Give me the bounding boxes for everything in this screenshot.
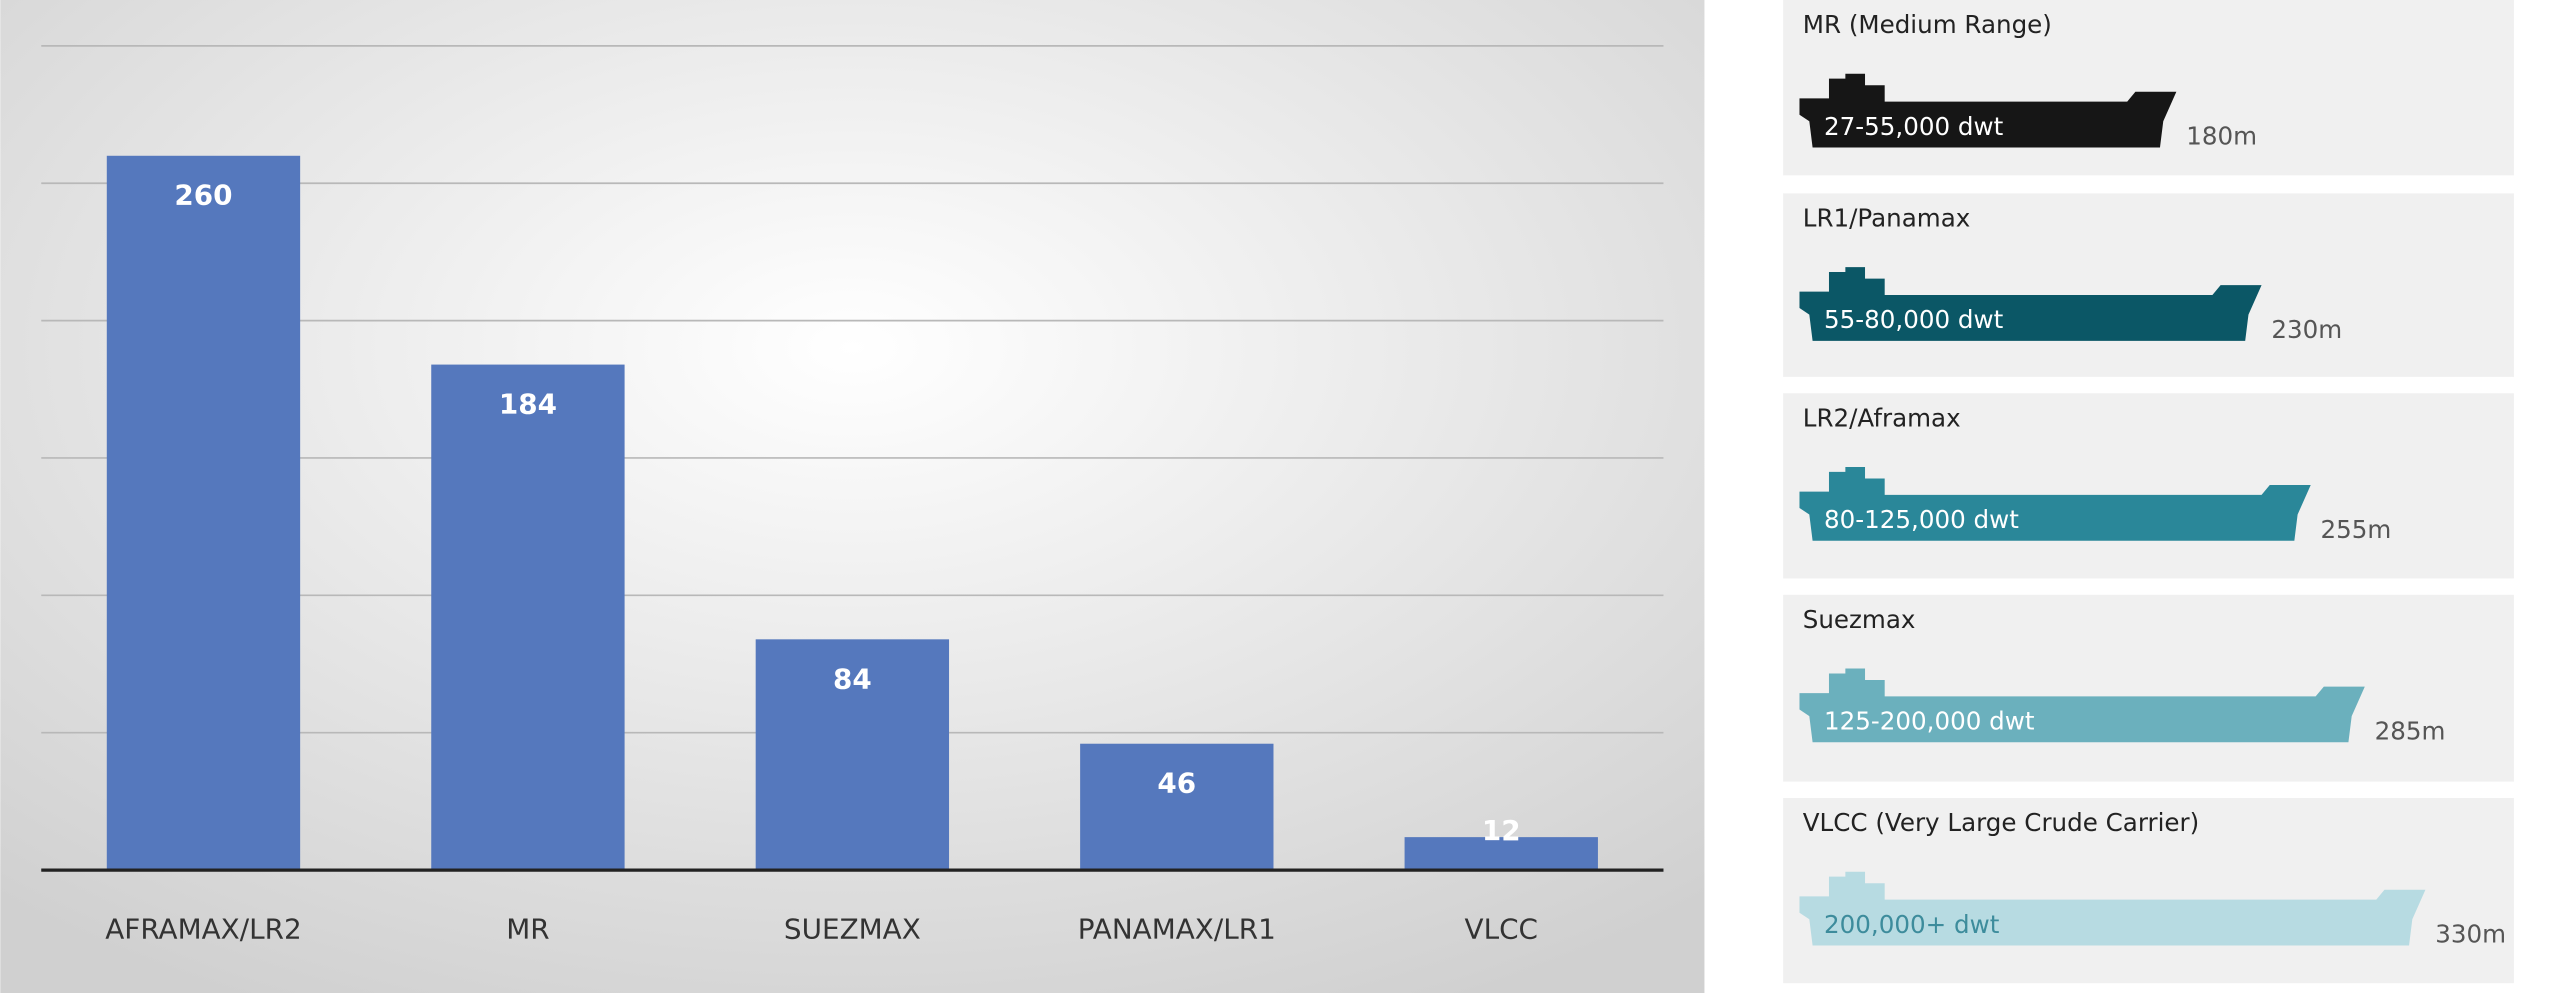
- data-label: 184: [499, 388, 557, 421]
- ship-length: 285m: [2375, 716, 2446, 745]
- ship-silhouette: [1799, 668, 2365, 743]
- bar: [431, 364, 625, 871]
- bar: [755, 639, 950, 871]
- ship-name: Suezmax: [1803, 605, 1916, 634]
- ship-card: [1783, 594, 2514, 782]
- bar: [1080, 743, 1274, 871]
- data-label: 260: [174, 179, 232, 212]
- ship-length: 255m: [2321, 515, 2392, 544]
- ship-dwt: 200,000+ dwt: [1824, 910, 2000, 939]
- ship-name: VLCC (Very Large Crude Carrier): [1803, 808, 2199, 837]
- ship-silhouette: [1799, 267, 2262, 341]
- ship-silhouette: [1799, 467, 2311, 541]
- ship-dwt: 125-200,000 dwt: [1824, 707, 2035, 736]
- ship-length: 230m: [2271, 315, 2342, 344]
- x-tick-label: PANAMAX/LR1: [1078, 913, 1276, 946]
- data-label: 84: [833, 662, 872, 695]
- x-tick-label: VLCC: [1465, 913, 1538, 946]
- ship-name: LR2/Aframax: [1803, 403, 1961, 432]
- bar: [106, 155, 301, 871]
- ship-length: 180m: [2186, 122, 2257, 151]
- ship-dwt: 27-55,000 dwt: [1824, 112, 2004, 141]
- ship-name: LR1/Panamax: [1803, 204, 1971, 233]
- x-tick-label: AFRAMAX/LR2: [105, 913, 301, 946]
- ship-card: [1783, 393, 2514, 579]
- data-label: 46: [1157, 767, 1196, 800]
- ship-name: MR (Medium Range): [1803, 10, 2052, 39]
- ship-length: 330m: [2435, 920, 2506, 949]
- ship-dwt: 55-80,000 dwt: [1824, 305, 2004, 334]
- x-tick-label: SUEZMAX: [784, 913, 921, 946]
- ship-dwt: 80-125,000 dwt: [1824, 505, 2019, 534]
- ship-silhouette: [1799, 73, 2177, 148]
- ship-silhouette: [1799, 871, 2426, 946]
- ship-card: [1783, 193, 2514, 377]
- x-tick-label: MR: [506, 913, 549, 946]
- bar: [1404, 837, 1598, 871]
- data-label: 12: [1482, 814, 1521, 847]
